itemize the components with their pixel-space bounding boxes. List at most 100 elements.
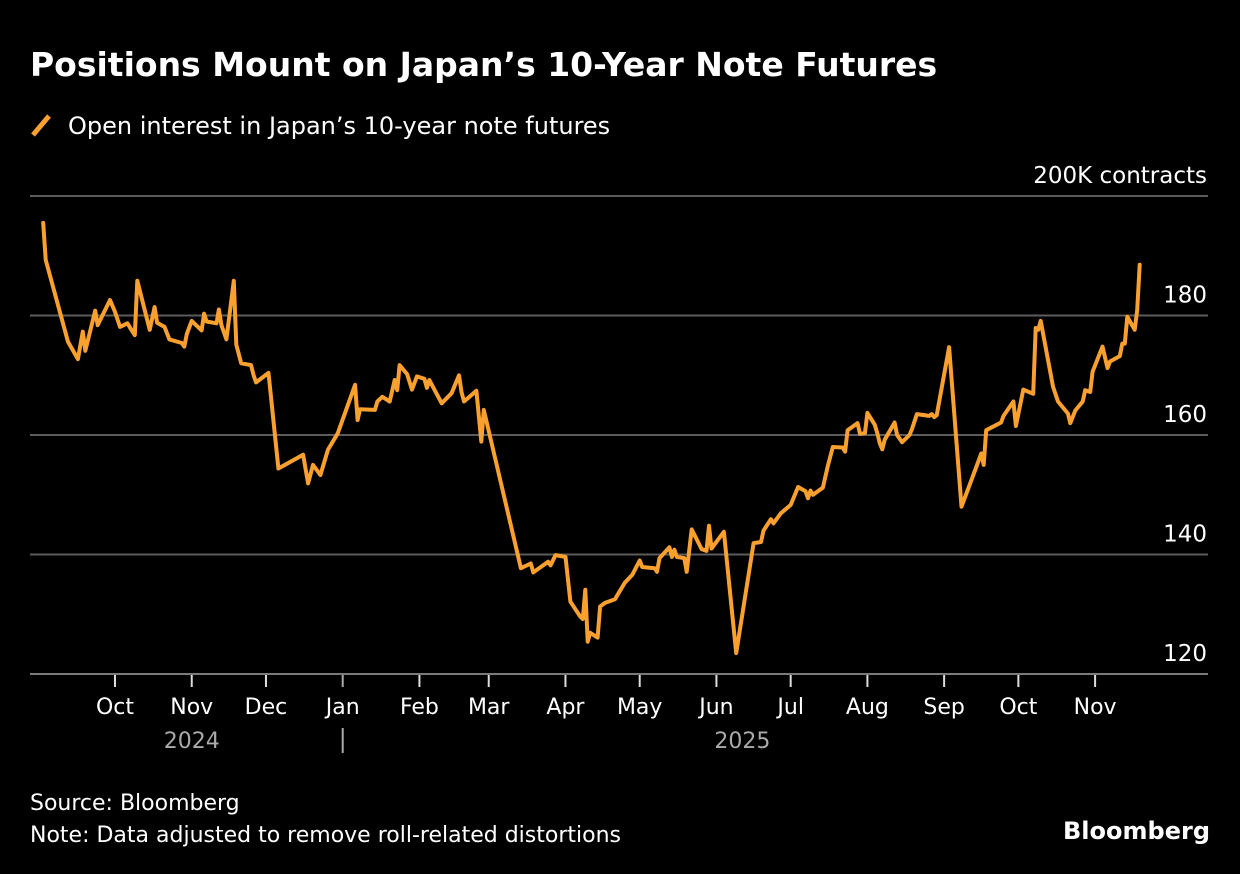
chart-title: Positions Mount on Japan’s 10-Year Note …	[30, 45, 937, 84]
x-tick-label: Jan	[324, 695, 360, 720]
data-point	[462, 400, 466, 404]
data-point	[907, 433, 911, 437]
x-tick-label: Aug	[846, 695, 889, 720]
data-point	[440, 401, 444, 405]
data-point	[393, 378, 397, 382]
data-point	[769, 517, 773, 521]
data-point	[398, 363, 402, 367]
data-point	[1002, 414, 1006, 418]
data-point	[667, 545, 671, 549]
data-point	[113, 310, 117, 314]
data-point	[1066, 411, 1070, 415]
data-point	[581, 617, 585, 621]
data-point	[583, 588, 587, 592]
data-point	[276, 466, 280, 470]
data-point	[252, 373, 256, 377]
data-point	[563, 555, 567, 559]
x-tick-label: Oct	[999, 695, 1037, 720]
data-point	[658, 556, 661, 560]
data-point	[356, 418, 360, 422]
data-point	[947, 345, 951, 349]
bloomberg-logo: Bloomberg	[1063, 817, 1210, 845]
data-point	[1021, 388, 1025, 392]
source-text: Source: Bloomberg	[30, 791, 240, 816]
y-tick-label: 140	[1163, 522, 1207, 548]
data-point	[529, 561, 533, 565]
data-point	[219, 323, 223, 327]
data-point	[167, 337, 171, 341]
y-tick-label: 160	[1163, 402, 1207, 428]
note-text: Note: Data adjusted to remove roll-relat…	[30, 823, 621, 848]
data-point	[450, 391, 454, 395]
data-point	[638, 558, 642, 562]
data-point	[457, 373, 461, 377]
data-point	[1056, 400, 1060, 404]
data-point	[326, 448, 330, 452]
data-point	[893, 420, 897, 424]
data-point	[1051, 385, 1055, 389]
data-point	[895, 433, 899, 437]
data-point	[1123, 342, 1127, 346]
data-point	[865, 411, 869, 415]
data-point	[81, 330, 85, 334]
data-point	[549, 563, 553, 567]
data-point	[217, 308, 221, 312]
data-point	[1073, 409, 1077, 413]
data-point	[306, 481, 310, 485]
data-point	[1135, 308, 1139, 312]
data-point	[682, 556, 686, 560]
data-point	[880, 447, 884, 451]
data-point	[41, 221, 45, 225]
x-tick-label: Nov	[1074, 695, 1117, 720]
data-point	[519, 566, 523, 570]
data-point	[789, 503, 793, 507]
data-point	[395, 388, 399, 392]
data-point	[613, 597, 617, 601]
data-point	[44, 258, 48, 262]
data-point	[675, 555, 679, 559]
data-point	[66, 340, 70, 344]
data-point	[915, 412, 919, 416]
y-tick-label: 120	[1163, 641, 1207, 667]
x-tick-label: Oct	[96, 695, 134, 720]
data-point	[811, 493, 815, 497]
data-point	[734, 651, 738, 655]
data-point	[568, 600, 572, 604]
data-point	[932, 415, 936, 419]
data-point	[460, 390, 463, 394]
data-point	[83, 349, 87, 353]
data-point	[1036, 328, 1040, 332]
data-point	[900, 440, 904, 444]
data-point	[1081, 400, 1085, 404]
data-point	[707, 524, 711, 528]
data-point	[1101, 345, 1105, 349]
data-point	[685, 570, 689, 574]
x-tick-label: Dec	[245, 695, 288, 720]
data-point	[118, 325, 122, 329]
data-point	[427, 378, 431, 382]
data-point	[554, 553, 558, 557]
data-point	[640, 565, 644, 569]
data-point	[705, 549, 709, 553]
year-label: 2025	[714, 729, 770, 754]
data-point	[598, 604, 602, 608]
data-point	[1120, 342, 1124, 346]
data-point	[353, 383, 357, 387]
data-point	[190, 319, 194, 323]
data-point	[578, 615, 582, 619]
data-point	[655, 570, 659, 574]
data-point	[709, 547, 713, 551]
data-point	[239, 361, 243, 365]
data-point	[999, 420, 1003, 424]
data-point	[266, 371, 270, 375]
legend: Open interest in Japan’s 10-year note fu…	[31, 112, 610, 140]
data-point	[373, 408, 377, 412]
data-point	[603, 601, 607, 605]
data-point	[979, 452, 983, 456]
data-point	[155, 321, 159, 325]
data-point	[301, 453, 305, 457]
data-point	[358, 407, 362, 411]
data-point	[1014, 424, 1018, 428]
data-point	[375, 400, 379, 404]
